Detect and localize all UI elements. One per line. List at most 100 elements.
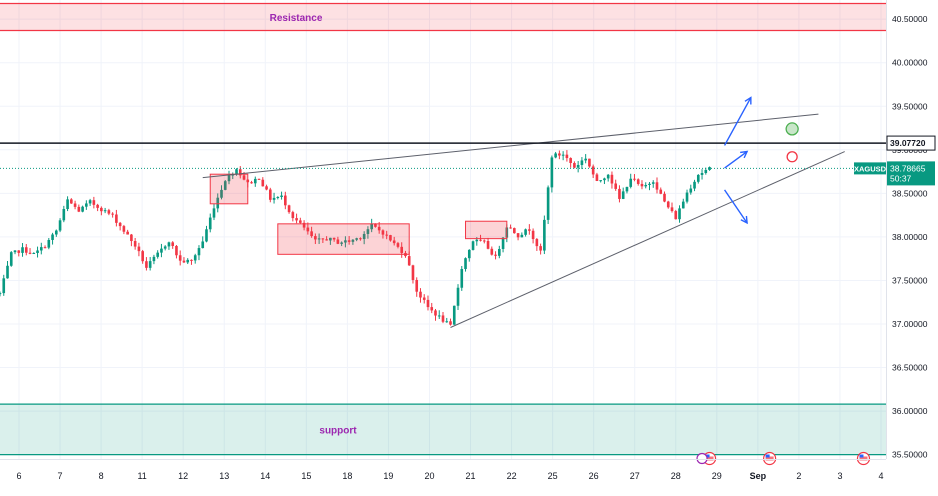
candle-body bbox=[257, 178, 261, 180]
candle-body bbox=[524, 229, 527, 235]
signal-marker[interactable] bbox=[785, 122, 799, 136]
candle-body bbox=[591, 166, 595, 175]
candle-body bbox=[302, 222, 306, 228]
highlight-box[interactable] bbox=[277, 223, 410, 255]
level-price-label: 39.07720 bbox=[890, 138, 926, 148]
zones: Resistance support bbox=[0, 2, 886, 456]
candle-body bbox=[490, 248, 494, 255]
candle-body bbox=[6, 265, 9, 279]
candle-body bbox=[73, 203, 77, 207]
candle-body bbox=[651, 182, 655, 184]
candle-body bbox=[389, 235, 392, 241]
candle-body bbox=[103, 210, 107, 212]
candle-body bbox=[299, 220, 302, 223]
candle-body bbox=[644, 184, 648, 187]
time-tick-label: 28 bbox=[671, 471, 681, 481]
symbol-label: XAGUSD bbox=[854, 164, 887, 173]
candle-body bbox=[422, 297, 426, 300]
candle-body bbox=[250, 182, 253, 184]
candle-body bbox=[543, 219, 546, 251]
time-tick-label: 8 bbox=[99, 471, 104, 481]
candle-body bbox=[648, 183, 651, 185]
candle-body bbox=[693, 181, 696, 189]
price-tick-label: 38.50000 bbox=[892, 188, 928, 198]
time-tick-label: 20 bbox=[424, 471, 434, 481]
highlight-box[interactable] bbox=[209, 173, 249, 205]
candle-body bbox=[81, 206, 84, 212]
candle-body bbox=[565, 154, 569, 159]
candle-body bbox=[415, 279, 419, 292]
candle-body bbox=[137, 246, 141, 252]
candle-body bbox=[28, 252, 32, 254]
time-tick-label: 25 bbox=[548, 471, 558, 481]
candle-body bbox=[539, 246, 542, 251]
candle-body bbox=[445, 321, 449, 323]
candle-body bbox=[145, 261, 148, 268]
candle-body bbox=[362, 233, 366, 240]
signal-marker[interactable] bbox=[786, 151, 798, 163]
highlight-box[interactable] bbox=[465, 220, 508, 240]
candle-body bbox=[216, 197, 220, 209]
candle-body bbox=[54, 230, 58, 235]
candle-body bbox=[118, 222, 122, 227]
candle-body bbox=[13, 250, 17, 253]
trendline[interactable] bbox=[450, 151, 845, 328]
candle-body bbox=[295, 218, 298, 221]
candle-body bbox=[141, 251, 144, 262]
candle-body bbox=[573, 162, 576, 168]
price-axis: 40.5000040.0000039.5000039.0000038.50000… bbox=[854, 0, 938, 491]
direction-arrow[interactable] bbox=[723, 189, 748, 224]
time-tick-label: 22 bbox=[507, 471, 517, 481]
candle-body bbox=[449, 321, 452, 325]
candle-body bbox=[51, 234, 54, 240]
event-icon[interactable] bbox=[696, 452, 708, 465]
direction-arrow[interactable] bbox=[724, 150, 748, 169]
candle-body bbox=[208, 217, 212, 230]
candle-body bbox=[336, 239, 340, 244]
candle-body bbox=[685, 192, 689, 202]
candle-body bbox=[88, 200, 92, 204]
candle-body bbox=[205, 229, 208, 242]
trendline[interactable] bbox=[202, 113, 819, 179]
candle-body bbox=[39, 247, 43, 251]
candle-body bbox=[700, 173, 704, 175]
candle-body bbox=[133, 241, 137, 247]
candle-body bbox=[32, 253, 36, 255]
candle-body bbox=[482, 240, 486, 242]
candle-body bbox=[486, 240, 490, 249]
candle-body bbox=[475, 239, 479, 242]
candle-body bbox=[460, 269, 464, 288]
candle-body bbox=[618, 188, 621, 199]
us-flag-icon bbox=[859, 456, 868, 461]
candle-body bbox=[467, 249, 471, 259]
candle-body bbox=[17, 250, 21, 253]
symbol-tag bbox=[854, 162, 886, 175]
candle-body bbox=[107, 210, 111, 214]
candle-body bbox=[156, 252, 159, 257]
candle-body bbox=[148, 261, 152, 268]
candlestick-series bbox=[0, 150, 711, 326]
time-tick-label: 11 bbox=[137, 471, 146, 481]
candle-body bbox=[220, 189, 223, 198]
candle-body bbox=[633, 178, 636, 180]
candle-body bbox=[374, 223, 377, 227]
candle-body bbox=[21, 247, 24, 253]
candle-body bbox=[595, 174, 599, 181]
time-tick-label: 3 bbox=[837, 471, 842, 481]
candle-body bbox=[689, 188, 693, 193]
time-tick-label: 19 bbox=[383, 471, 393, 481]
candle-body bbox=[629, 178, 633, 187]
candle-body bbox=[396, 243, 400, 247]
candle-body bbox=[569, 158, 572, 163]
price-tick-label: 36.50000 bbox=[892, 363, 928, 373]
us-flag-icon bbox=[765, 454, 770, 458]
time-axis: 6 7 8 11 12 13 14 15 18 19 20 21 22 25 26 27 28 29 Sep 2 3 4 bbox=[0, 459, 886, 481]
candle-body bbox=[227, 174, 231, 182]
candle-body bbox=[528, 229, 531, 231]
candle-body bbox=[464, 258, 467, 270]
direction-arrow[interactable] bbox=[723, 97, 752, 146]
price-tick-label: 40.00000 bbox=[892, 58, 928, 68]
candle-body bbox=[212, 208, 216, 218]
